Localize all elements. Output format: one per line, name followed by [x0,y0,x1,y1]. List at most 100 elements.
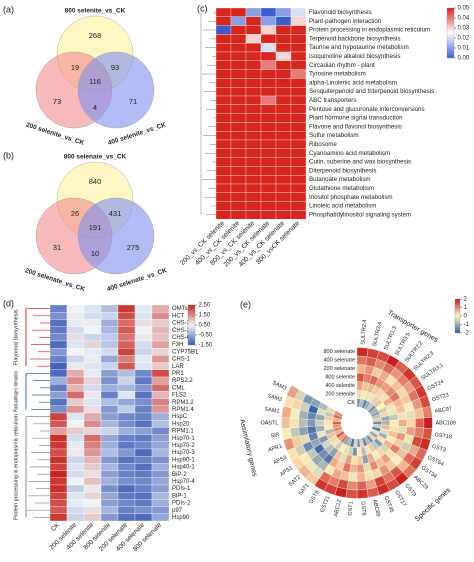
heat-cell [49,384,68,392]
heat-cell [245,69,262,79]
legend-tick-label: 0.05 [458,6,470,12]
heat-cell [83,391,102,399]
row-label: Plant hormone signal transduction [309,115,403,122]
heat-cell [83,463,102,471]
gene-label: GST34 [420,465,438,480]
heat-cell [134,477,153,486]
heat-cell [230,87,247,97]
heat-cell [100,448,119,457]
row-label: Linoleic acid metabolism [309,203,376,210]
row-label: Butanoate metabolism [309,176,371,183]
heat-cell [151,513,170,522]
heat-cell [49,441,68,450]
heat-cell [134,333,153,342]
heat-cell [275,25,292,35]
heat-cell [83,506,102,514]
heat-cell [230,51,247,61]
heat-cell [134,391,153,399]
heat-cell [134,398,153,406]
heat-cell [117,484,136,493]
row-label: Hsp70-4 [172,479,195,485]
heat-cell [117,434,136,442]
gene-label: SULTR1;3 [383,325,398,351]
heat-cell [66,348,85,356]
heat-cell [100,506,119,514]
heat-cell [83,340,102,349]
heat-cell [245,166,262,176]
gene-label: ABC29 [412,475,429,491]
heat-cell [215,87,232,97]
heat-cell [275,131,292,141]
heat-cell [66,412,85,421]
heat-cell [260,69,277,79]
row-label: RPS2.2 [172,378,193,384]
heat-cell [275,166,292,176]
heat-cell [151,384,170,392]
heat-cell [151,499,170,507]
ring-cell [315,419,325,427]
heat-cell [215,131,232,141]
heat-cell [245,192,262,202]
heat-cell [151,319,170,327]
heat-cell [134,441,153,450]
gene-label: GST24 [427,379,445,392]
heat-cell [260,51,277,61]
heat-cell [49,376,68,385]
heat-cell [245,210,262,220]
heat-cell [260,210,277,220]
heat-cell [100,441,119,450]
heat-cell [290,157,307,167]
heat-cell [134,312,153,320]
heat-cell [230,148,247,158]
heat-cell [151,369,170,378]
panel-label: (d) [3,298,14,308]
heat-cell [117,506,136,514]
heat-cell [275,201,292,211]
heat-cell [260,122,277,132]
gene-label: SiR [270,432,280,439]
heat-cell [151,333,170,342]
gene-label: GST21 [320,495,332,513]
heat-cell [275,192,292,202]
heat-cell [134,326,153,334]
heat-cell [49,484,68,493]
row-label: RPM1.2 [172,400,194,406]
heat-cell [134,448,153,457]
heat-cell [83,376,102,385]
ring-cell [422,427,433,440]
row-label: Cutin, suberine and wax biosynthesis [309,159,411,166]
heat-cell [260,34,277,44]
heat-cell [134,470,153,478]
heat-cell [275,7,292,17]
heat-cell [230,157,247,167]
heat-cell [245,95,262,105]
heat-cell [100,470,119,478]
heat-cell [134,384,153,392]
heat-cell [215,166,232,176]
region-count: 191 [89,223,102,232]
legend-tick-label: 1 [464,305,468,311]
heat-cell [290,166,307,176]
ring-label: 800 selenite [325,375,355,381]
heat-cell [290,95,307,105]
heat-cell [49,348,68,356]
ring-cell [286,385,300,399]
ring-cell [356,472,366,482]
heat-cell [83,348,102,356]
heat-cell [117,376,136,385]
gene-label: GST23 [431,392,449,403]
heat-cell [49,391,68,399]
ring-cell [398,419,408,427]
heat-cell [275,113,292,123]
heat-cell [49,326,68,334]
heat-cell [260,104,277,114]
heat-cell [230,139,247,149]
heat-cell [100,492,119,500]
heat-cell [66,492,85,500]
heat-cell [134,506,153,514]
heat-cell [117,470,136,478]
heat-cell [230,34,247,44]
heat-cell [275,87,292,97]
gene-label: GST1 [348,501,355,516]
region-count: 31 [53,243,61,252]
